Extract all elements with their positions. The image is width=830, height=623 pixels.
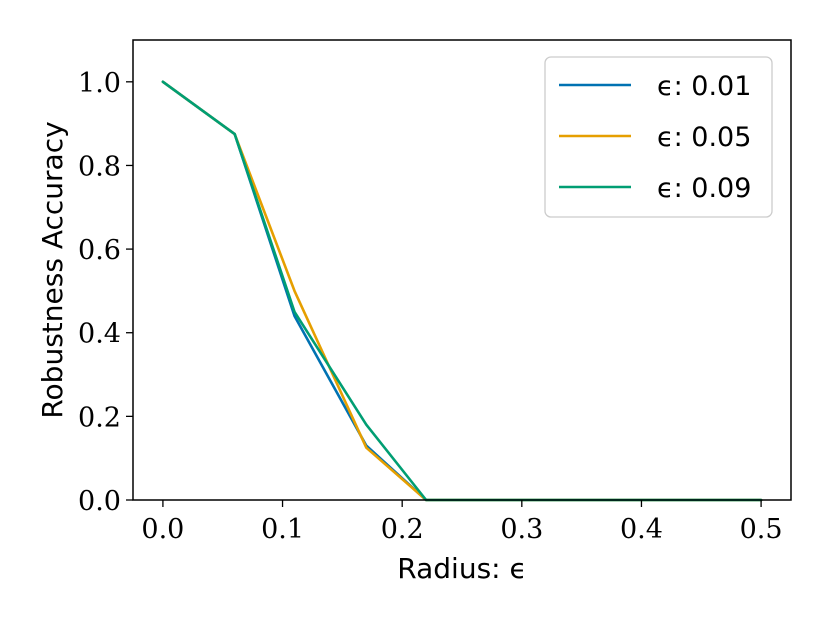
plot-frame <box>132 39 792 501</box>
x-tick-label: 0.1 <box>261 514 304 545</box>
x-tick-label: 0.0 <box>141 514 184 545</box>
y-tick-label: 1.0 <box>78 68 121 99</box>
x-axis-title: Radius: ϵ <box>397 552 526 585</box>
legend: ϵ: 0.01 ϵ: 0.05 ϵ: 0.09 <box>544 56 773 218</box>
y-axis-title: Robustness Accuracy <box>36 121 69 418</box>
y-tick-label: 0.6 <box>78 235 121 266</box>
x-tick-label: 0.2 <box>381 514 424 545</box>
x-tick-label: 0.3 <box>500 514 543 545</box>
x-tick-label: 0.5 <box>740 514 783 545</box>
y-tick-label: 0.4 <box>78 319 121 350</box>
legend-label-0: ϵ: 0.01 <box>657 71 751 102</box>
y-tick-label: 0.2 <box>78 402 121 433</box>
x-tick-label: 0.4 <box>620 514 663 545</box>
legend-label-1: ϵ: 0.05 <box>657 122 751 153</box>
y-axis: 0.0 0.2 0.4 0.6 0.8 1.0 <box>78 68 133 517</box>
x-axis: 0.0 0.1 0.2 0.3 0.4 0.5 <box>141 500 783 545</box>
legend-label-2: ϵ: 0.09 <box>657 173 751 204</box>
legend-frame <box>544 56 773 218</box>
y-tick-label: 0.8 <box>78 151 121 182</box>
y-tick-label: 0.0 <box>78 486 121 517</box>
